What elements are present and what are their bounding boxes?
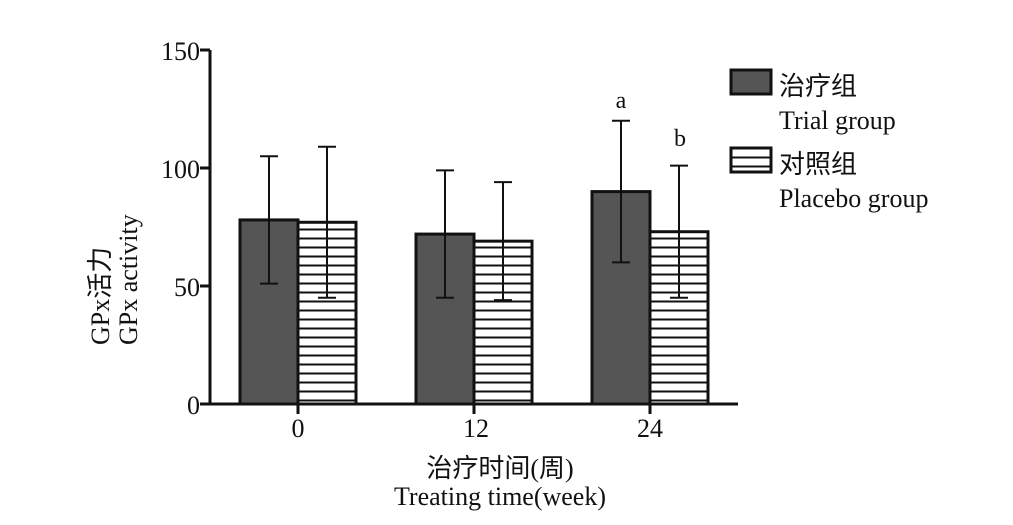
- y-tick-label-150: 150: [161, 37, 200, 66]
- x-axis-label-en: Treating time(week): [393, 482, 607, 511]
- y-axis-label-cn: GPx活力: [86, 246, 115, 345]
- error-bars-layer: [260, 119, 688, 302]
- y-tick-label-100: 100: [161, 155, 200, 184]
- y-tick-label-50: 50: [174, 273, 200, 302]
- legend-trial-en: Trial group: [779, 106, 896, 135]
- legend-swatches: [729, 68, 773, 174]
- x-axis-label-cn: 治疗时间(周): [426, 454, 574, 483]
- legend-placebo-cn: 对照组: [779, 150, 858, 179]
- x-tick-label-24: 24: [637, 414, 663, 443]
- significance-label-b: b: [674, 126, 686, 152]
- bars-layer: [238, 190, 710, 406]
- legend-swatch-placebo: [729, 146, 773, 174]
- significance-label-a: a: [615, 88, 627, 114]
- x-tick-label-0: 0: [291, 414, 305, 443]
- axes-layer: [200, 48, 738, 414]
- legend-swatch-trial: [729, 68, 773, 96]
- x-tick-label-12: 12: [463, 414, 489, 443]
- legend-placebo-en: Placebo group: [779, 184, 929, 213]
- bar-placebo-0: [296, 220, 358, 406]
- y-axis-label-en: GPx activity: [114, 214, 143, 345]
- y-tick-label-0: 0: [187, 391, 200, 420]
- legend-trial-cn: 治疗组: [779, 72, 858, 101]
